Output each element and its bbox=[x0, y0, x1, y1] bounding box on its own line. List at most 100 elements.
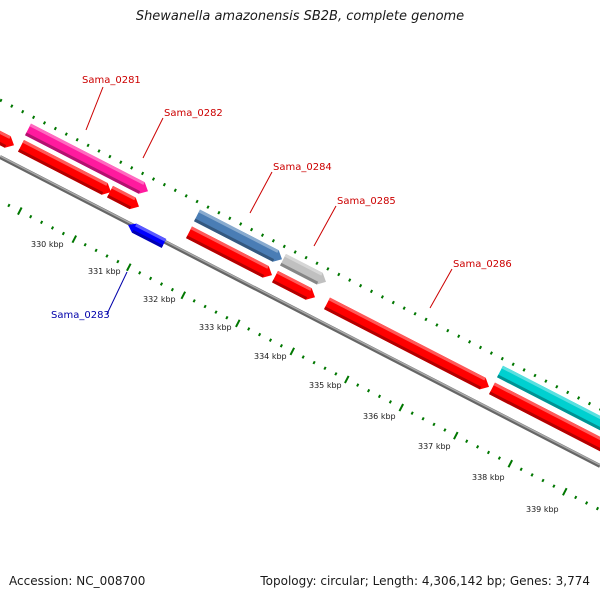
ruler-tick bbox=[268, 338, 273, 342]
ruler-tick bbox=[312, 360, 316, 365]
ruler-tick bbox=[17, 207, 23, 216]
ruler-tick bbox=[61, 231, 65, 236]
ruler-tick bbox=[533, 373, 537, 378]
ruler-tick bbox=[377, 394, 382, 399]
ruler-tick bbox=[468, 340, 472, 344]
ruler-tick bbox=[228, 216, 232, 221]
ruler-tick bbox=[519, 467, 523, 472]
ruler-tick bbox=[421, 416, 425, 421]
ruler-tick bbox=[184, 194, 188, 198]
ruler-tick bbox=[380, 295, 384, 299]
ruler-tick bbox=[541, 478, 545, 483]
ruler-tick bbox=[235, 319, 241, 328]
ruler-tick bbox=[511, 362, 515, 367]
ruler-tick bbox=[293, 250, 297, 254]
cds-arrow bbox=[272, 270, 316, 300]
ruler-tick bbox=[149, 276, 153, 281]
ruler-tick bbox=[577, 396, 581, 400]
ruler-tick bbox=[21, 109, 25, 114]
ruler-tick bbox=[192, 299, 196, 303]
ruler-tick bbox=[348, 278, 352, 282]
leader-line bbox=[249, 171, 273, 214]
gene-arrow-sama-0284 bbox=[194, 209, 282, 262]
inner-tick-ring bbox=[7, 203, 600, 511]
gene-label-sama-0286: Sama_0286 bbox=[453, 259, 512, 270]
ruler-tick bbox=[97, 149, 101, 153]
ruler-tick bbox=[130, 166, 134, 170]
ruler-tick bbox=[453, 431, 459, 440]
kbp-label: 331 kbp bbox=[88, 267, 121, 276]
ruler-tick bbox=[337, 272, 341, 277]
ruler-tick bbox=[478, 345, 483, 350]
leader-line bbox=[313, 205, 337, 247]
ruler-tick bbox=[250, 227, 254, 232]
ruler-tick bbox=[432, 422, 436, 427]
kbp-label: 335 kbp bbox=[309, 381, 342, 390]
ruler-tick bbox=[173, 188, 177, 193]
ruler-tick bbox=[289, 347, 296, 356]
ruler-tick bbox=[141, 171, 145, 176]
gene-labels: Sama_0281 Sama_0282 Sama_0284 Sama_0285 Sama… bbox=[51, 75, 512, 321]
ruler-tick bbox=[217, 210, 221, 215]
ruler-tick bbox=[301, 355, 305, 359]
cds-arrow bbox=[186, 226, 273, 278]
ruler-tick bbox=[7, 203, 11, 208]
ruler-tick bbox=[10, 104, 14, 108]
ruler-tick bbox=[334, 372, 338, 376]
ruler-tick bbox=[108, 154, 112, 159]
ruler-tick bbox=[489, 351, 493, 355]
ruler-tick bbox=[94, 248, 98, 253]
gene-arrow-sama-0283 bbox=[128, 223, 167, 248]
ruler-tick bbox=[151, 177, 156, 181]
kbp-label: 330 kbp bbox=[31, 240, 64, 249]
ruler-tick bbox=[544, 379, 548, 383]
ruler-tick bbox=[225, 315, 229, 320]
ruler-tick bbox=[206, 205, 210, 209]
ruler-tick bbox=[465, 439, 469, 444]
ruler-tick bbox=[391, 300, 395, 305]
ruler-tick bbox=[359, 283, 363, 288]
ruler-tick bbox=[410, 411, 414, 415]
gene-arrow-sama-0285 bbox=[280, 253, 327, 285]
gene-label-sama-0284: Sama_0284 bbox=[273, 162, 332, 173]
cds-arrow bbox=[0, 127, 15, 148]
ruler-tick bbox=[595, 506, 600, 511]
ruler-tick bbox=[116, 259, 120, 264]
ruler-tick bbox=[29, 214, 33, 219]
ruler-tick bbox=[119, 160, 123, 164]
ruler-tick bbox=[555, 384, 559, 389]
ruler-tick bbox=[562, 487, 568, 496]
ruler-tick bbox=[170, 287, 174, 292]
ruler-tick bbox=[40, 220, 44, 225]
kbp-label: 333 kbp bbox=[199, 323, 232, 332]
ruler-tick bbox=[279, 344, 283, 348]
ruler-tick bbox=[402, 306, 406, 310]
ruler-tick bbox=[0, 98, 3, 103]
ruler-tick bbox=[86, 143, 90, 148]
ruler-tick bbox=[323, 366, 327, 371]
ruler-tick bbox=[552, 484, 556, 488]
ruler-tick bbox=[457, 334, 461, 339]
kbp-label: 332 kbp bbox=[143, 295, 176, 304]
ruler-tick bbox=[239, 222, 243, 226]
ruler-tick bbox=[50, 226, 55, 230]
ruler-tick bbox=[476, 445, 480, 449]
kbp-label: 337 kbp bbox=[418, 442, 451, 451]
ruler-tick bbox=[32, 115, 36, 120]
cds-arrow bbox=[489, 382, 600, 452]
ruler-tick bbox=[282, 244, 286, 249]
gene-label-sama-0281: Sama_0281 bbox=[82, 75, 141, 86]
kbp-ruler: 330 kbp 331 kbp 332 kbp 333 kbp 334 kbp 335 k… bbox=[31, 240, 559, 514]
ruler-tick bbox=[258, 332, 262, 337]
ruler-tick bbox=[42, 121, 47, 125]
ruler-tick bbox=[260, 233, 265, 237]
ruler-tick bbox=[574, 495, 578, 500]
ruler-tick bbox=[446, 328, 450, 333]
ruler-tick bbox=[195, 199, 199, 204]
ruler-tick bbox=[530, 473, 534, 477]
ruler-tick bbox=[138, 271, 142, 275]
kbp-label: 336 kbp bbox=[363, 412, 396, 421]
accession-text: Accession: NC_008700 bbox=[9, 574, 146, 588]
ruler-tick bbox=[356, 383, 360, 387]
